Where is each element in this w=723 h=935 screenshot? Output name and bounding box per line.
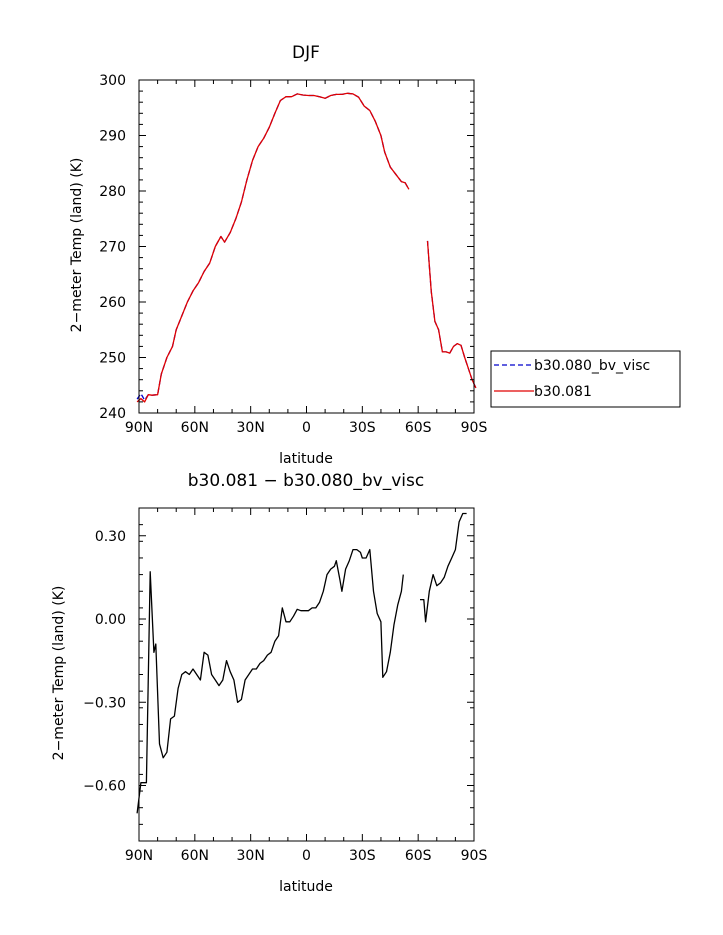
temperature-x-axis-label: latitude xyxy=(279,451,333,467)
difference-series-0-line-0 xyxy=(136,548,404,814)
legend-label-b30-080: b30.080_bv_visc xyxy=(534,358,650,374)
difference-x-tick-label-3: 0 xyxy=(302,848,311,864)
legend: b30.080_bv_visc b30.081 xyxy=(490,350,681,408)
difference-y-tick-label-3: −0.60 xyxy=(83,779,126,795)
temperature-x-tick-label-1: 60N xyxy=(181,420,209,436)
difference-y-axis-label: 2−meter Temp (land) (K) xyxy=(51,586,67,761)
temperature-y-axis-label: 2−meter Temp (land) (K) xyxy=(69,158,85,333)
difference-x-tick-label-0: 90N xyxy=(125,848,153,864)
difference-x-tick-label-6: 90S xyxy=(461,848,488,864)
temperature-series-layer xyxy=(136,92,477,403)
temperature-ticks: 90N 60N 30N 0 30S 60S 90S 240 250 260 270 280 290 300 xyxy=(99,73,487,436)
difference-x-tick-label-4: 30S xyxy=(349,848,376,864)
difference-y-tick-label-0: 0.30 xyxy=(95,529,126,545)
difference-series-0-line-1 xyxy=(420,512,467,623)
temperature-series-1-line-0 xyxy=(136,92,410,403)
temperature-plot-frame xyxy=(138,79,475,414)
difference-x-tick-label-2: 30N xyxy=(237,848,265,864)
temperature-series-1-line-1 xyxy=(426,240,477,389)
temperature-x-tick-label-4: 30S xyxy=(349,420,376,436)
difference-x-axis-label: latitude xyxy=(279,879,333,895)
temperature-series-0-line-1 xyxy=(426,240,477,389)
temperature-x-tick-label-6: 90S xyxy=(461,420,488,436)
temperature-y-tick-label-0: 240 xyxy=(99,406,126,422)
legend-box xyxy=(490,350,681,408)
temperature-x-tick-label-2: 30N xyxy=(237,420,265,436)
temperature-x-tick-label-3: 0 xyxy=(302,420,311,436)
temperature-series-0-line-0 xyxy=(136,92,410,401)
temperature-chart-title: DJF xyxy=(292,43,320,63)
temperature-y-tick-label-1: 250 xyxy=(99,351,126,367)
temperature-y-tick-label-5: 290 xyxy=(99,129,126,145)
temperature-y-tick-label-2: 260 xyxy=(99,295,126,311)
temperature-y-tick-label-6: 300 xyxy=(99,73,126,89)
temperature-x-tick-label-0: 90N xyxy=(125,420,153,436)
legend-label-b30-081: b30.081 xyxy=(534,384,592,400)
temperature-x-tick-label-5: 60S xyxy=(405,420,432,436)
temperature-y-tick-label-4: 280 xyxy=(99,184,126,200)
temperature-y-tick-label-3: 270 xyxy=(99,240,126,256)
difference-x-tick-label-5: 60S xyxy=(405,848,432,864)
difference-x-tick-label-1: 60N xyxy=(181,848,209,864)
difference-panel: b30.081 − b30.080_bv_visc 90N 60N 30N 0 30S 6… xyxy=(51,471,487,895)
difference-ticks: 90N 60N 30N 0 30S 60S 90S 0.30 0.00 −0.30 −0.60 xyxy=(83,508,487,864)
difference-series-layer xyxy=(136,512,467,814)
difference-y-tick-label-2: −0.30 xyxy=(83,695,126,711)
difference-y-tick-label-1: 0.00 xyxy=(95,612,126,628)
temperature-panel: DJF 90N 60N 30N 0 30S 60S 90S 240 250 260 270 280 29… xyxy=(69,43,487,467)
difference-chart-title: b30.081 − b30.080_bv_visc xyxy=(188,471,424,491)
